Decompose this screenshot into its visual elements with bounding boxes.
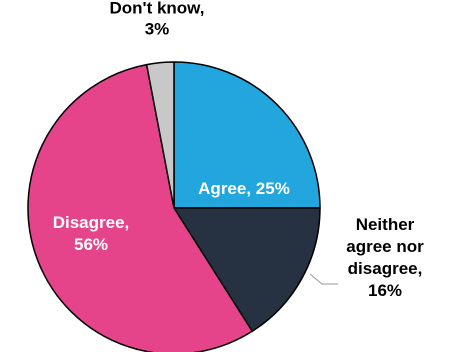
pie-slice-neither-agree-nor-disagree <box>173 207 321 333</box>
slice-labels: Agree, 25% Neither agree nor disagree, 16% Di… <box>53 0 424 300</box>
slice-label-line: Don't know, <box>109 0 204 18</box>
slice-label-disagree: Disagree, 56% <box>53 213 130 254</box>
slice-label-neither-agree-nor-disagree: Neither agree nor disagree, 16% <box>346 215 424 300</box>
pie-slices <box>27 61 321 352</box>
pie-slice-don-t-know <box>145 61 175 209</box>
slice-label-line: 56% <box>74 235 108 254</box>
slice-label-agree: Agree, 25% <box>198 179 290 198</box>
slice-label-line: Disagree, <box>53 213 130 232</box>
slice-label-line: 16% <box>368 281 402 300</box>
slice-label-line: Neither <box>356 215 415 234</box>
slice-label-line: 3% <box>145 20 170 39</box>
leader-lines <box>309 273 338 285</box>
leader-line-neither <box>309 273 338 285</box>
pie-slice-disagree <box>27 63 253 352</box>
slice-label-line: Agree, 25% <box>198 179 290 198</box>
slice-label-line: agree nor <box>346 237 424 256</box>
pie-slice-agree <box>173 61 321 209</box>
slice-label-line: disagree, <box>348 259 423 278</box>
slice-label-don-t-know: Don't know, 3% <box>109 0 204 39</box>
